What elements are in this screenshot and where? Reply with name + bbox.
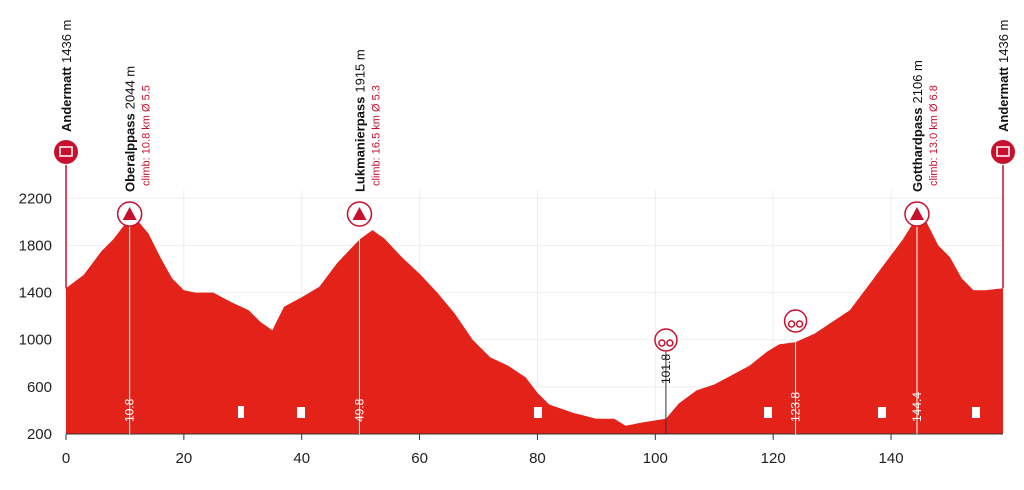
rotated-label: Gotthardpass 2106 m	[910, 60, 925, 192]
x-tick-label: 120	[761, 450, 786, 467]
rotated-label: Lukmanierpass 1915 m	[352, 49, 367, 192]
sprint-glyph	[658, 339, 666, 347]
label-name: Oberalppass	[123, 113, 138, 192]
label-name: Lukmanierpass	[352, 97, 367, 192]
pass-glyph	[909, 207, 924, 220]
y-tick-label: 600	[27, 379, 52, 396]
label-altitude: 1915 m	[352, 49, 367, 92]
label-name: Andermatt	[996, 66, 1011, 132]
marker-glyph	[996, 146, 1010, 157]
label-altitude: 2044 m	[123, 66, 138, 109]
x-tick-label: 20	[176, 450, 193, 467]
x-tick-label: 100	[643, 450, 668, 467]
label-name: Andermatt	[59, 66, 74, 132]
x-tick-label: 60	[411, 450, 428, 467]
sprint-glyph	[795, 320, 804, 328]
x-tick-label: 40	[293, 450, 310, 467]
km-label: 101.8	[659, 354, 673, 384]
km-label: 123.8	[789, 392, 803, 422]
y-tick-label: 200	[27, 426, 52, 443]
climb-label: climb: 10.8 km Ø 5.5	[141, 85, 153, 186]
sprint-icon	[654, 328, 678, 352]
sprint-glyph	[666, 339, 674, 347]
climb-label: climb: 16.5 km Ø 5.3	[370, 85, 382, 186]
y-tick-label: 1000	[19, 332, 52, 349]
zone-icons	[230, 401, 987, 423]
climb-label: climb: 13.0 km Ø 6.8	[928, 85, 940, 186]
marker-icon	[54, 140, 78, 164]
x-tick-label: 80	[529, 450, 546, 467]
sprint-icon	[783, 309, 808, 333]
km-label: 144.4	[910, 392, 924, 422]
marker-glyph	[59, 146, 73, 157]
label-altitude: 1436 m	[59, 20, 74, 63]
elevation-profile	[66, 211, 1003, 434]
x-tick-label: 0	[62, 450, 70, 467]
y-tick-label: 2200	[19, 190, 52, 207]
marker-icon	[991, 140, 1015, 164]
y-tick-label: 1400	[19, 285, 52, 302]
rotated-label: Oberalppass 2044 m	[123, 66, 138, 192]
label-altitude: 1436 m	[996, 20, 1011, 63]
km-label: 49.8	[352, 398, 366, 422]
pass-glyph	[122, 207, 137, 220]
rotated-label: Andermatt 1436 m	[996, 20, 1011, 132]
rotated-label: Andermatt 1436 m	[59, 20, 74, 132]
x-tick-label: 140	[879, 450, 904, 467]
pass-glyph	[352, 207, 367, 220]
label-altitude: 2106 m	[910, 60, 925, 103]
km-label: 10.8	[123, 398, 137, 422]
label-name: Gotthardpass	[910, 107, 925, 192]
y-tick-label: 1800	[19, 237, 52, 254]
sprint-glyph	[787, 320, 796, 328]
